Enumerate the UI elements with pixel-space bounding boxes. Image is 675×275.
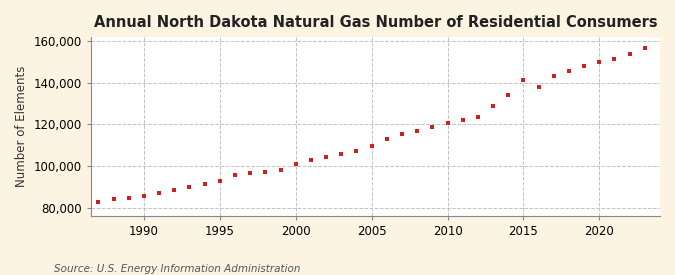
Title: Annual North Dakota Natural Gas Number of Residential Consumers: Annual North Dakota Natural Gas Number o… <box>94 15 657 30</box>
Y-axis label: Number of Elements: Number of Elements <box>15 66 28 187</box>
Text: Source: U.S. Energy Information Administration: Source: U.S. Energy Information Administ… <box>54 264 300 274</box>
